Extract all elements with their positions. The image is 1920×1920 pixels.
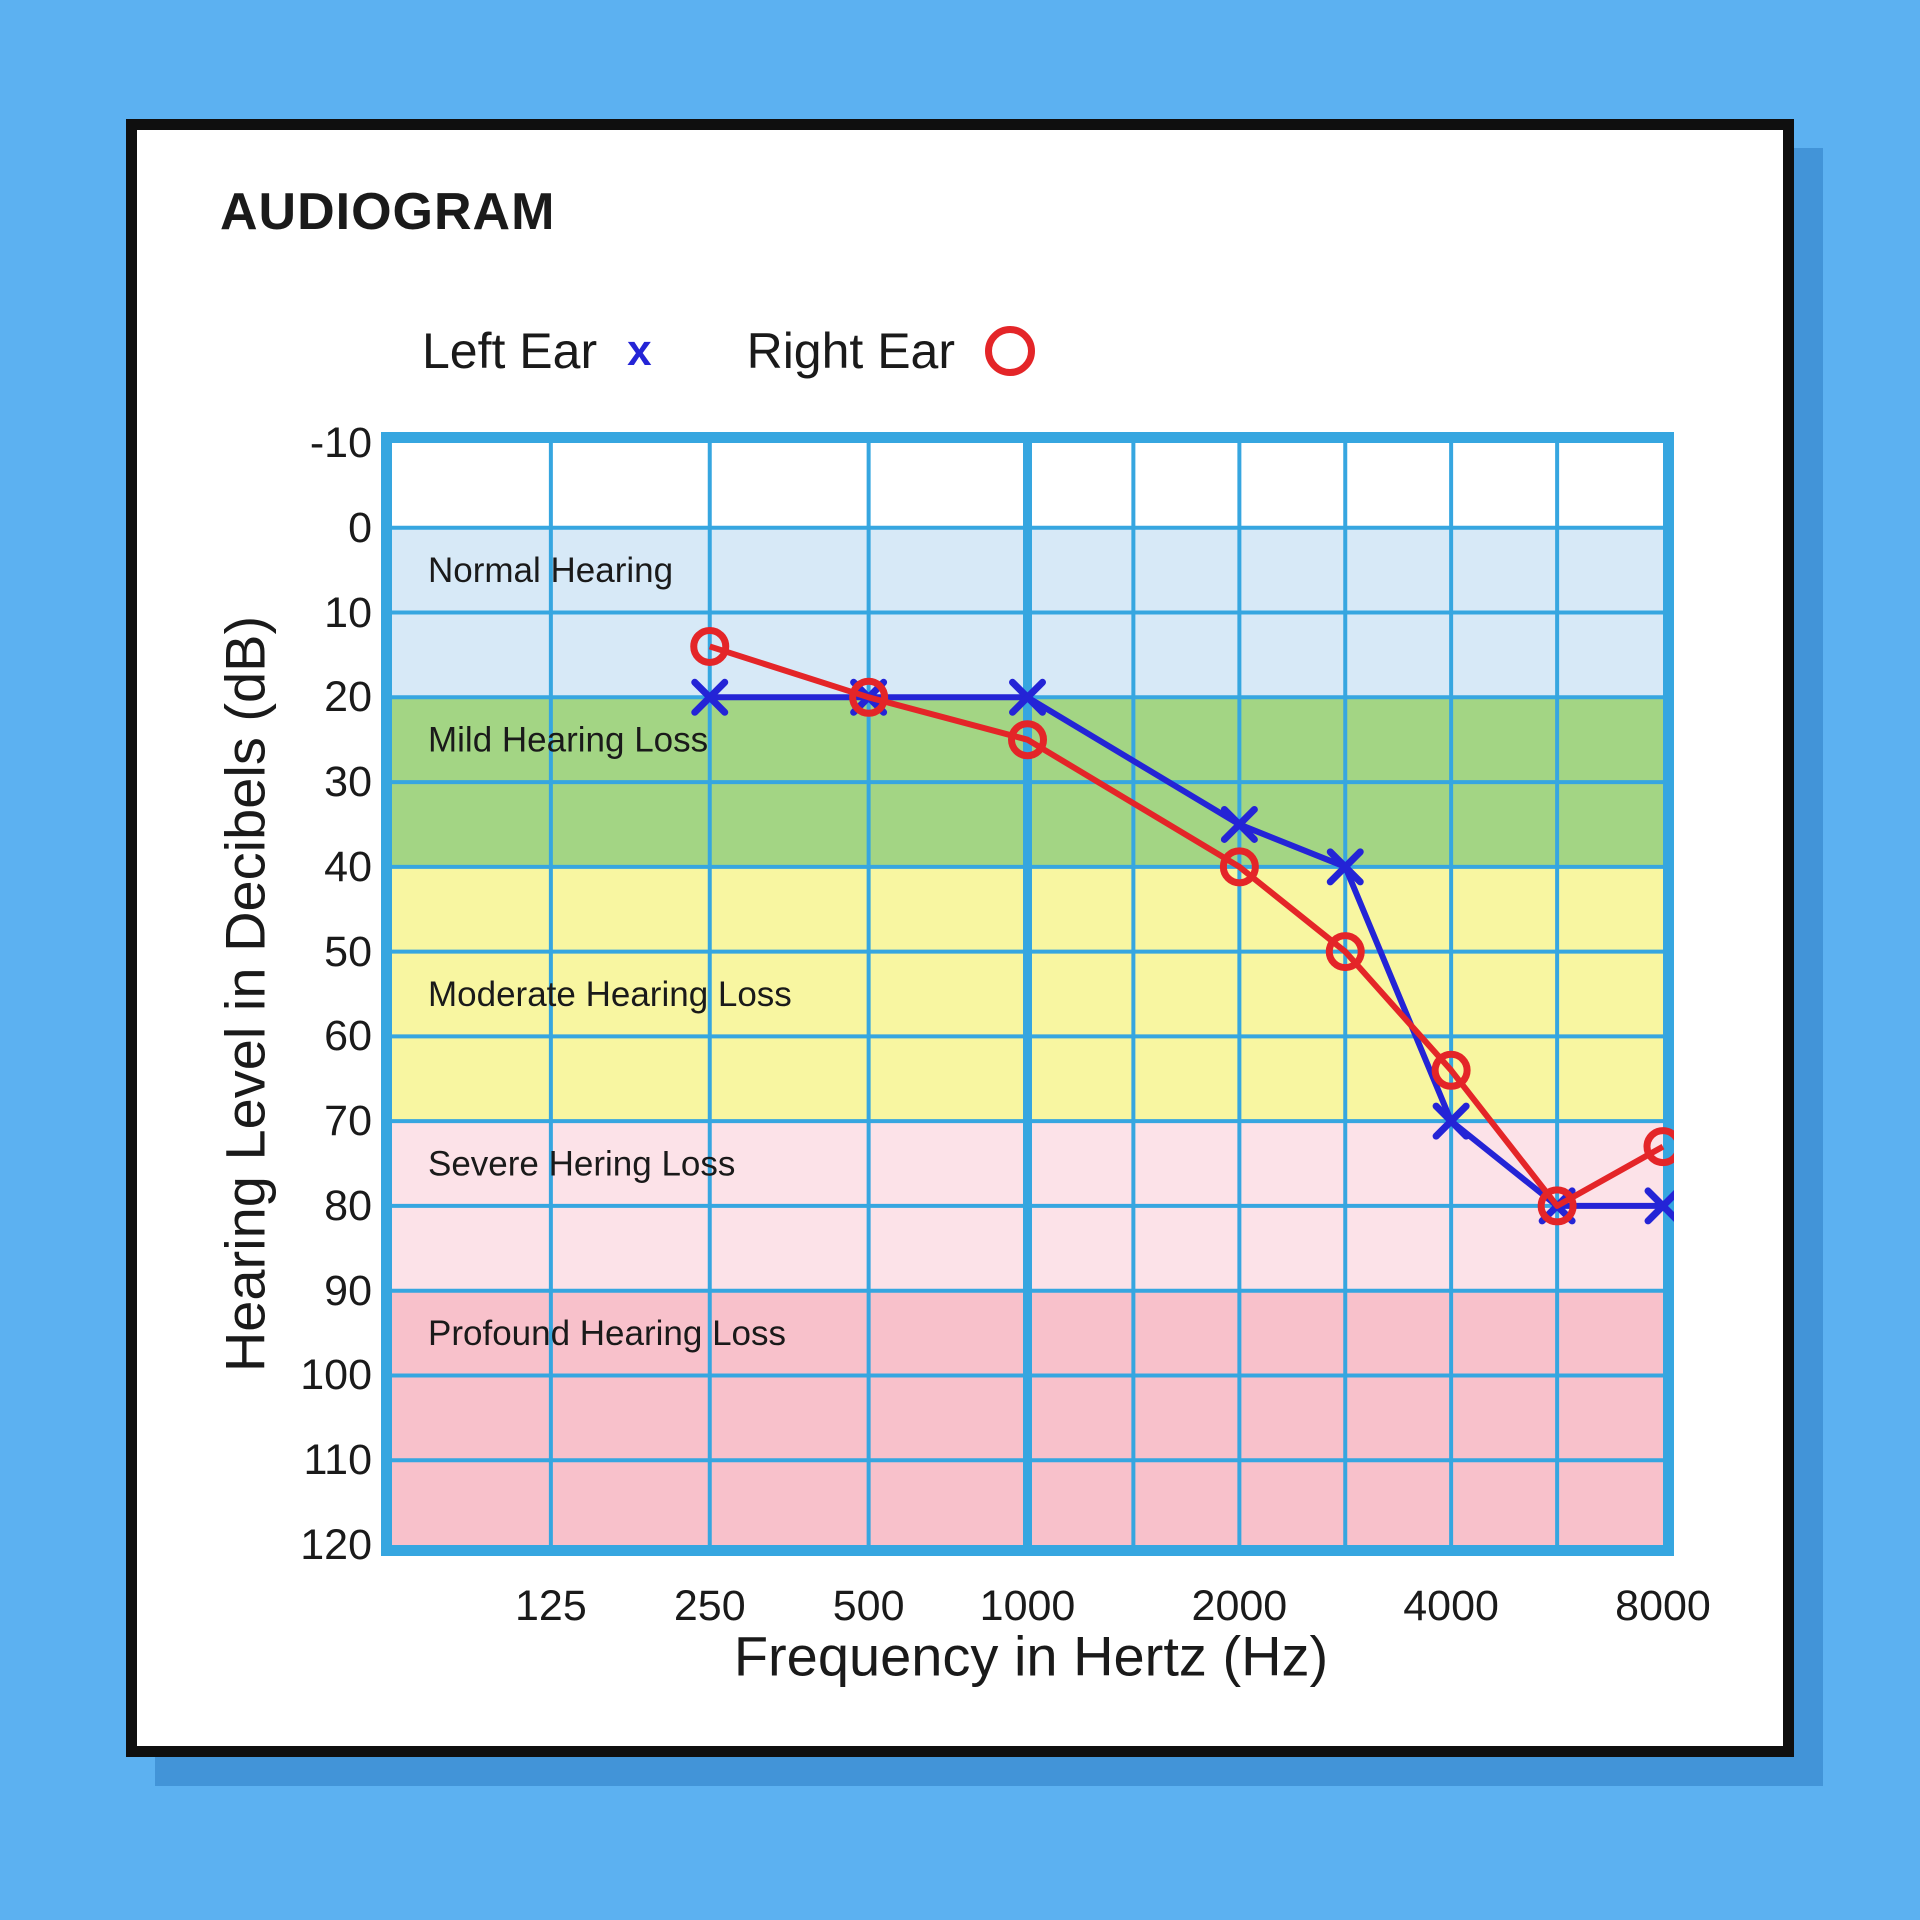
y-tick-label: 110 xyxy=(303,1436,372,1485)
audiogram-chart-svg: Normal Hearing Mild Hearing Loss Moderate … xyxy=(381,432,1674,1556)
legend-right-ear-label: Right Ear xyxy=(746,323,956,379)
y-tick-label: 20 xyxy=(324,673,372,722)
right-ear-o-marker xyxy=(1325,932,1365,972)
x-tick-label: 4000 xyxy=(1403,1582,1499,1630)
right-ear-o-marker xyxy=(1643,1127,1674,1167)
y-tick-label: 70 xyxy=(324,1097,372,1146)
legend-left-ear-label: Left Ear xyxy=(422,323,598,379)
y-tick-label: 0 xyxy=(348,503,372,552)
left-ear-x-marker xyxy=(691,678,729,716)
right-ear-o-marker xyxy=(849,677,889,717)
x-tick-label: 125 xyxy=(515,1582,587,1630)
left-ear-x-marker xyxy=(1326,848,1364,886)
left-ear-x-marker xyxy=(1644,1189,1674,1225)
y-tick-label: 120 xyxy=(300,1521,372,1569)
x-tick-label: 1000 xyxy=(979,1582,1076,1630)
x-tick-label: 250 xyxy=(673,1582,746,1630)
y-tick-label: 100 xyxy=(300,1351,372,1400)
left-ear-x-marker xyxy=(1220,805,1258,843)
y-tick-label: 30 xyxy=(324,758,372,807)
right-ear-o-marker xyxy=(1431,1050,1471,1090)
legend-item-left-ear: Left Ear x xyxy=(422,322,652,380)
y-tick-label: 90 xyxy=(324,1266,372,1315)
y-axis-title: Hearing Level in Decibels (dB) xyxy=(213,615,277,1373)
y-tick-label: 60 xyxy=(324,1012,372,1061)
left-ear-x-marker xyxy=(1432,1102,1470,1140)
y-tick-label: 40 xyxy=(324,842,372,891)
x-tick-label: 500 xyxy=(832,1582,905,1630)
x-tick-label: 8000 xyxy=(1615,1582,1711,1630)
right-ear-o-marker xyxy=(1537,1186,1577,1226)
right-ear-line xyxy=(708,643,1665,1209)
page-title: AUDIOGRAM xyxy=(220,183,556,241)
x-tick-label: 2000 xyxy=(1191,1582,1288,1630)
y-tick-label: -10 xyxy=(309,419,372,467)
y-tick-label: 10 xyxy=(324,588,372,637)
left-ear-x-marker xyxy=(1009,678,1046,716)
legend: Left Ear x Right Ear xyxy=(422,322,1036,380)
right-ear-o-marker xyxy=(1008,720,1047,760)
band-label: Normal Hearing xyxy=(428,551,673,590)
y-tick-label: 80 xyxy=(324,1181,372,1230)
left-ear-x-marker-icon: x xyxy=(627,326,652,375)
legend-item-right-ear: Right Ear xyxy=(746,322,1036,380)
right-ear-o-marker xyxy=(1219,847,1259,887)
band-label: Mild Hearing Loss xyxy=(428,721,708,760)
right-ear-o-marker xyxy=(690,626,730,666)
band-label: Moderate Hearing Loss xyxy=(428,975,792,1014)
band-label: Severe Hering Loss xyxy=(428,1145,735,1184)
x-axis-title: Frequency in Hertz (Hz) xyxy=(733,1624,1329,1688)
right-ear-circle-marker-icon xyxy=(985,326,1036,376)
band-label: Profound Hearing Loss xyxy=(428,1314,786,1353)
plot-border xyxy=(381,432,1674,1556)
audiogram-card: AUDIOGRAM Left Ear x Right Ear Hearing L… xyxy=(126,119,1794,1757)
y-tick-label: 50 xyxy=(324,927,372,976)
